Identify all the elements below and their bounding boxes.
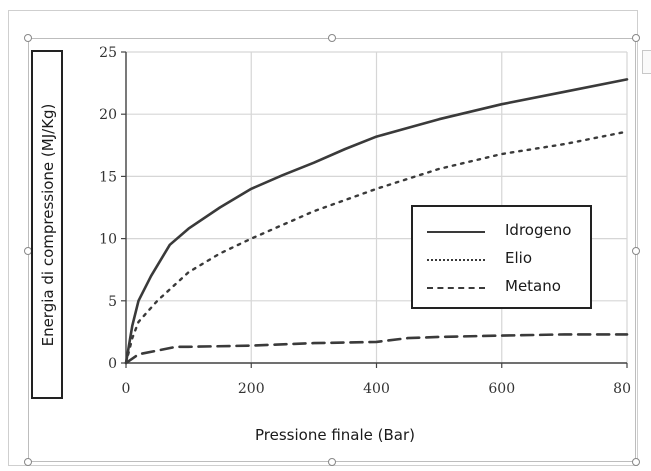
legend-swatch-solid — [427, 231, 485, 233]
x-tick-label-1: 200 — [238, 381, 265, 397]
chart-frame — [8, 10, 638, 466]
y-tick-label-1: 5 — [108, 294, 117, 310]
x-tick-label-2: 400 — [363, 381, 390, 397]
legend-item-idrogeno: Idrogeno — [413, 219, 590, 245]
y-tick-label-0: 0 — [108, 356, 117, 372]
y-tick-label-5: 25 — [99, 45, 117, 61]
y-tick-label-4: 20 — [99, 107, 117, 123]
series-line-metano — [124, 333, 629, 365]
x-tick-label-4: 80 — [613, 381, 631, 397]
resize-handle-bottom-left[interactable] — [24, 458, 32, 466]
y-tick-label-3: 15 — [99, 169, 117, 185]
resize-handle-top-left[interactable] — [24, 34, 32, 42]
x-axis-label: Pressione finale (Bar) — [255, 426, 415, 444]
legend-item-metano: Metano — [413, 275, 590, 301]
x-tick-label-3: 600 — [488, 381, 515, 397]
legend-label-metano: Metano — [505, 277, 561, 295]
legend: Idrogeno Elio Metano — [411, 205, 592, 309]
legend-label-idrogeno: Idrogeno — [505, 221, 572, 239]
legend-swatch-dashed — [427, 287, 485, 289]
resize-handle-right[interactable] — [632, 247, 640, 255]
resize-handle-top[interactable] — [328, 34, 336, 42]
legend-swatch-dotted — [427, 259, 485, 261]
y-tick-label-2: 10 — [99, 232, 117, 248]
y-axis-label-box — [31, 50, 63, 399]
resize-handle-bottom-right[interactable] — [632, 458, 640, 466]
series-line-elio — [124, 130, 629, 365]
y-axis-label: Energia di compressione (MJ/Kg) — [39, 103, 57, 347]
resize-handle-bottom[interactable] — [328, 458, 336, 466]
side-tab[interactable] — [642, 50, 651, 74]
resize-handle-top-right[interactable] — [632, 34, 640, 42]
legend-label-elio: Elio — [505, 249, 532, 267]
legend-item-elio: Elio — [413, 247, 590, 273]
x-tick-label-0: 0 — [122, 381, 131, 397]
series-line-idrogeno — [124, 78, 629, 365]
